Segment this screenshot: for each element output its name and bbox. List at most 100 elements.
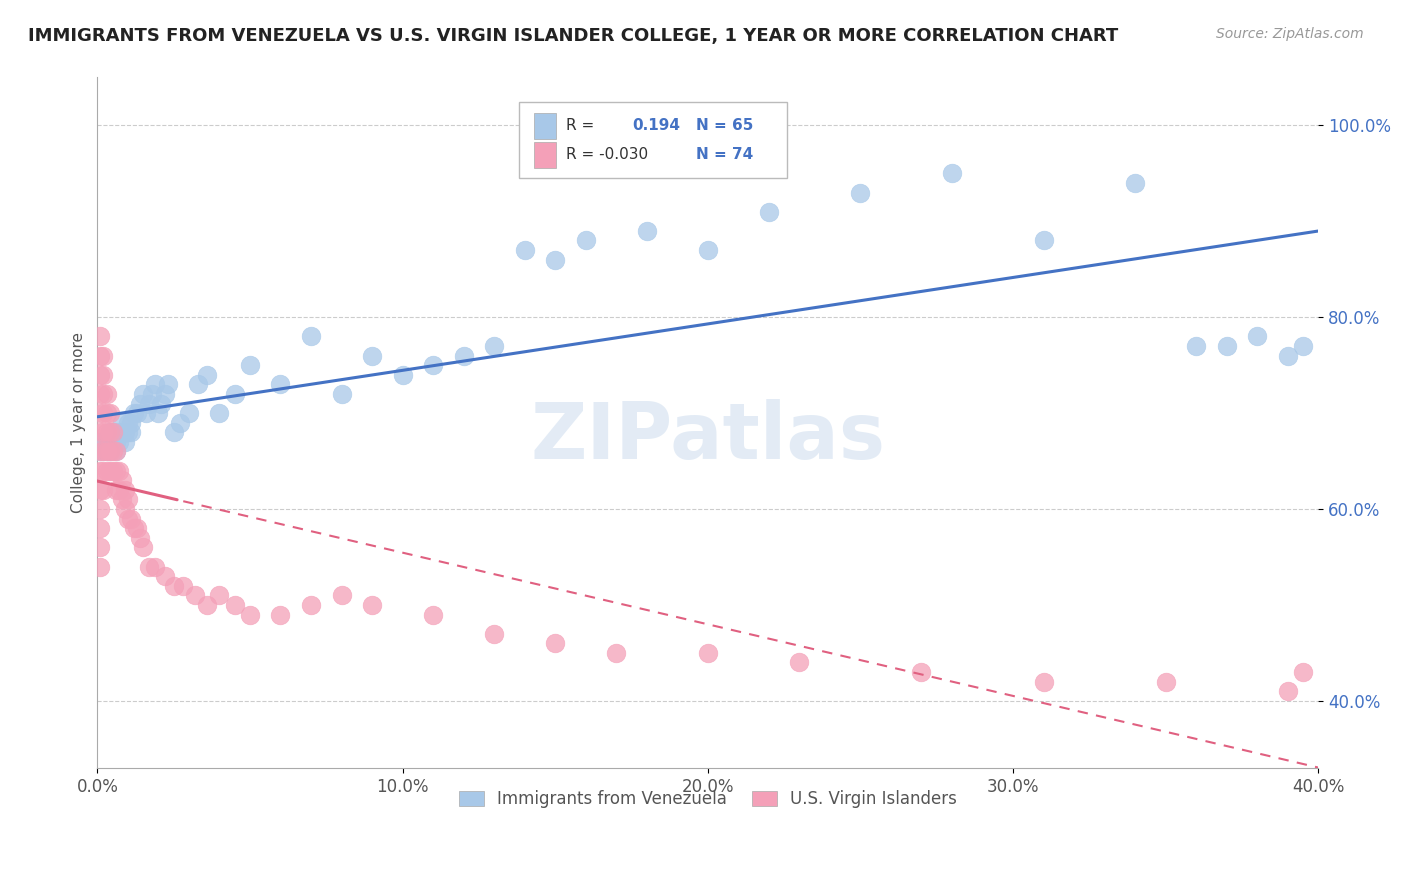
Point xyxy=(93,425,115,440)
Point xyxy=(89,483,111,497)
Point xyxy=(122,406,145,420)
Point xyxy=(125,406,148,420)
Point xyxy=(143,559,166,574)
Text: Source: ZipAtlas.com: Source: ZipAtlas.com xyxy=(1216,27,1364,41)
Point xyxy=(224,387,246,401)
Point xyxy=(114,434,136,449)
Point xyxy=(117,511,139,525)
Point xyxy=(111,473,134,487)
Text: R = -0.030: R = -0.030 xyxy=(567,147,648,162)
Point xyxy=(696,243,718,257)
Point xyxy=(89,329,111,343)
Point xyxy=(636,224,658,238)
Point xyxy=(941,166,963,180)
Point xyxy=(96,434,118,449)
Point xyxy=(269,607,291,622)
Point xyxy=(1123,176,1146,190)
Point xyxy=(544,636,567,650)
Point xyxy=(89,406,111,420)
Point xyxy=(122,521,145,535)
Point xyxy=(195,368,218,382)
Point xyxy=(138,559,160,574)
Point xyxy=(156,377,179,392)
Point xyxy=(117,425,139,440)
Text: R =: R = xyxy=(567,119,595,133)
Point xyxy=(1292,665,1315,679)
Point xyxy=(187,377,209,392)
Point xyxy=(120,425,142,440)
Point xyxy=(177,406,200,420)
Point xyxy=(482,626,505,640)
Point xyxy=(96,444,118,458)
Point xyxy=(1032,234,1054,248)
Point xyxy=(125,521,148,535)
Point xyxy=(361,349,384,363)
Point xyxy=(93,444,115,458)
Point xyxy=(117,492,139,507)
Point xyxy=(98,406,121,420)
Point xyxy=(96,425,118,440)
Point xyxy=(93,387,115,401)
Point xyxy=(89,444,111,458)
Point xyxy=(422,607,444,622)
Point xyxy=(107,434,129,449)
Point xyxy=(129,396,152,410)
Point xyxy=(1032,674,1054,689)
FancyBboxPatch shape xyxy=(519,102,787,178)
Point xyxy=(696,646,718,660)
Point xyxy=(453,349,475,363)
Point xyxy=(184,588,207,602)
Point xyxy=(1292,339,1315,353)
Point xyxy=(482,339,505,353)
Point xyxy=(138,396,160,410)
Point xyxy=(101,425,124,440)
Point xyxy=(1277,349,1299,363)
Point xyxy=(239,358,262,372)
Point xyxy=(104,444,127,458)
Point xyxy=(330,588,353,602)
Point xyxy=(132,387,155,401)
Point xyxy=(299,598,322,612)
Point xyxy=(114,425,136,440)
Point xyxy=(148,406,170,420)
Point xyxy=(391,368,413,382)
Point xyxy=(544,252,567,267)
Point xyxy=(93,483,115,497)
Point xyxy=(1215,339,1237,353)
Point xyxy=(299,329,322,343)
Point xyxy=(269,377,291,392)
Point xyxy=(163,425,186,440)
Point xyxy=(89,349,111,363)
Point xyxy=(163,579,186,593)
Point xyxy=(153,387,176,401)
Point xyxy=(96,387,118,401)
Point xyxy=(93,444,115,458)
Point xyxy=(208,588,231,602)
Y-axis label: College, 1 year or more: College, 1 year or more xyxy=(72,332,86,513)
Point xyxy=(89,541,111,555)
Point xyxy=(1277,684,1299,698)
Point xyxy=(104,434,127,449)
Point xyxy=(330,387,353,401)
Point xyxy=(789,656,811,670)
Point xyxy=(1185,339,1208,353)
Point xyxy=(513,243,536,257)
Point xyxy=(107,483,129,497)
FancyBboxPatch shape xyxy=(534,112,557,139)
Point xyxy=(208,406,231,420)
Point xyxy=(143,377,166,392)
Point xyxy=(98,444,121,458)
Point xyxy=(117,416,139,430)
Point xyxy=(89,425,111,440)
Point xyxy=(224,598,246,612)
Text: IMMIGRANTS FROM VENEZUELA VS U.S. VIRGIN ISLANDER COLLEGE, 1 YEAR OR MORE CORREL: IMMIGRANTS FROM VENEZUELA VS U.S. VIRGIN… xyxy=(28,27,1118,45)
Point xyxy=(141,387,163,401)
Point xyxy=(575,234,598,248)
Point xyxy=(98,444,121,458)
Point xyxy=(150,396,173,410)
Point xyxy=(98,464,121,478)
Point xyxy=(172,579,194,593)
Point xyxy=(93,349,115,363)
Point xyxy=(89,502,111,516)
Point xyxy=(107,464,129,478)
